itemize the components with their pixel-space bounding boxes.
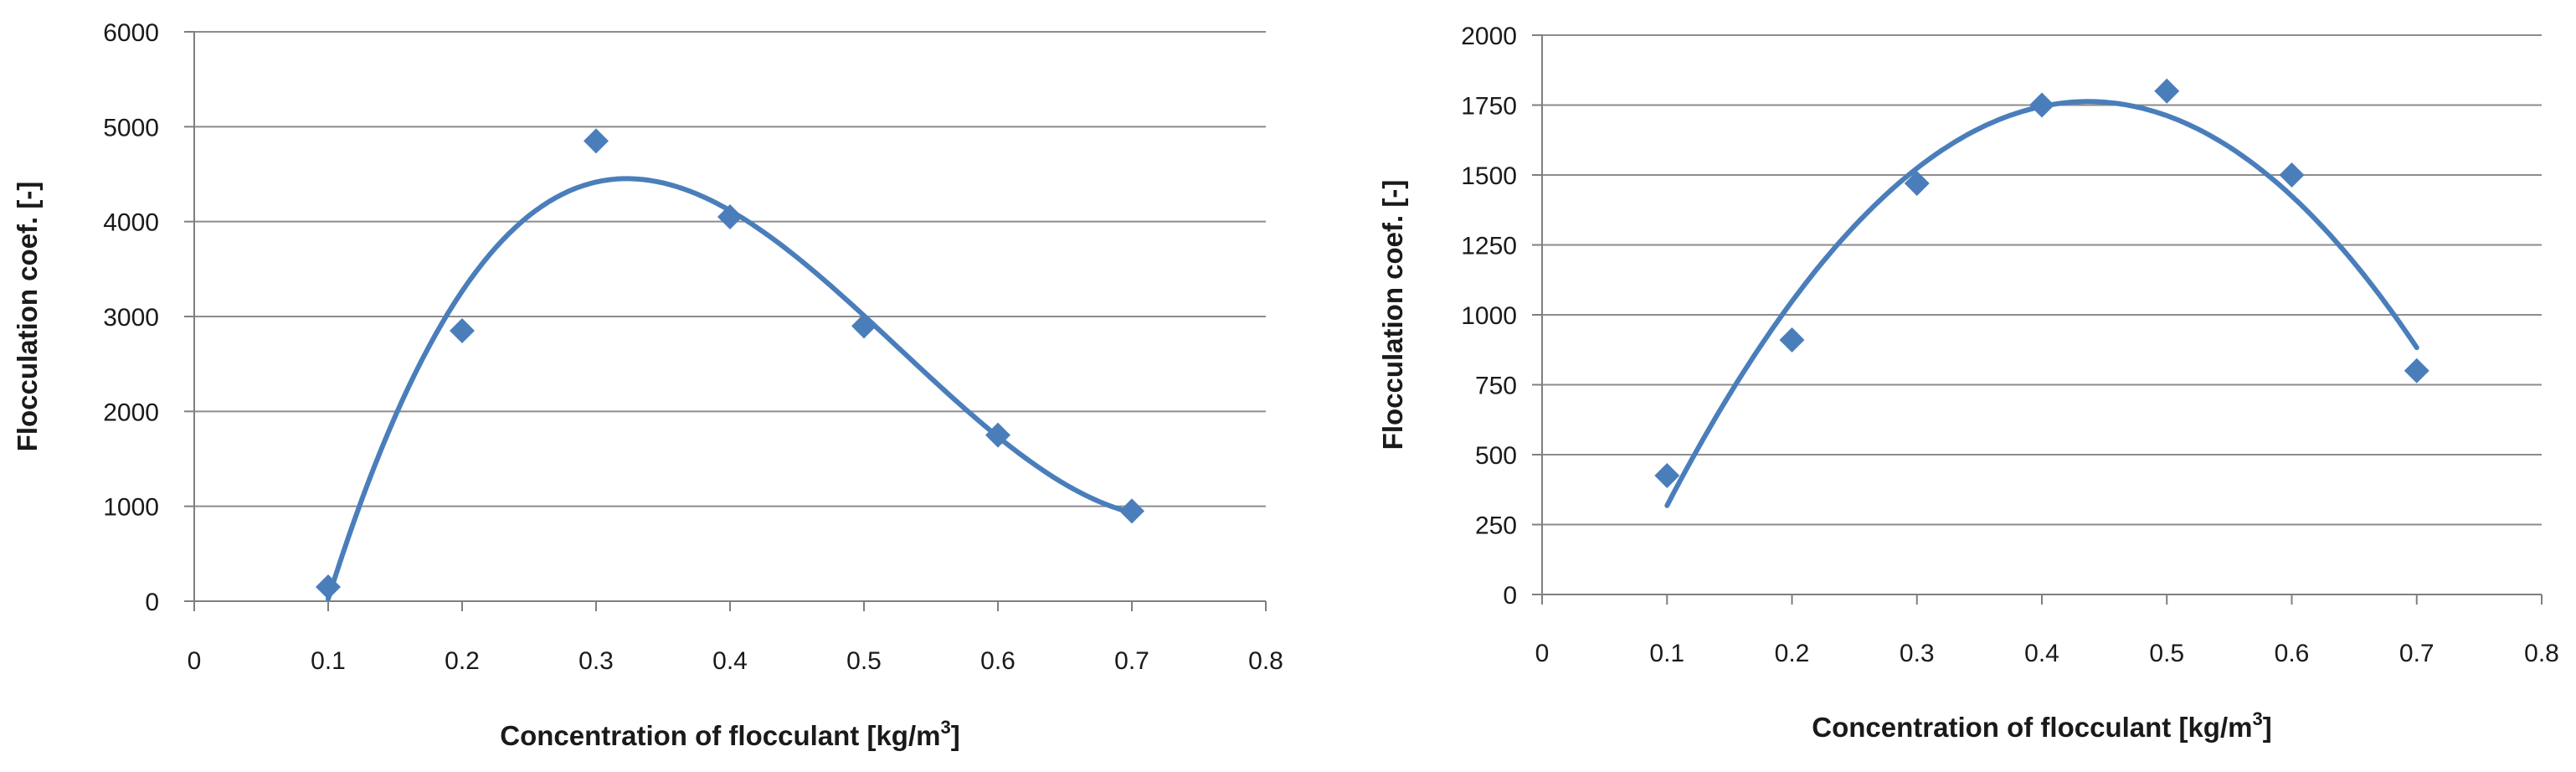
data-point [717,204,743,229]
y-axis-label: Flocculation coef. [-] [12,182,43,452]
chart-right: 0 250 500 750 1000 1250 1500 1750 2000 0 0.1 0.2 0.3… [1377,23,2559,743]
y-tick-label: 750 [1475,373,1517,400]
x-tick-label: 0.1 [1649,640,1684,667]
y-tick-label: 1250 [1461,233,1517,260]
data-point [584,128,609,154]
data-point [1904,171,1930,197]
data-point [316,574,341,600]
x-tick-label: 0.4 [712,647,748,675]
data-point [2029,92,2054,118]
y-tick-label: 6000 [103,19,159,47]
data-point [450,318,475,343]
x-tick-label: 0.7 [1114,647,1149,675]
y-tick-label: 4000 [103,209,159,237]
x-tick-label: 0.2 [445,647,480,675]
x-axis-label: Concentration of flocculant [kg/m3] [500,717,959,751]
x-axis-label: Concentration of flocculant [kg/m3] [1812,708,2271,743]
y-tick-label: 1500 [1461,162,1517,190]
x-tick-label: 0.2 [1775,640,1810,667]
y-tick-label: 500 [1475,442,1517,470]
trendline [326,176,1134,602]
x-tick-label: 0.6 [2275,640,2310,667]
y-tick-label: 1750 [1461,93,1517,121]
y-tick-label: 0 [145,589,159,616]
y-tick-label: 2000 [1461,23,1517,50]
x-tick-label: 0.3 [578,647,614,675]
trendline [1664,99,2419,508]
x-tick-label: 0.8 [1248,647,1283,675]
data-point [1779,327,1805,353]
x-tick-label: 0.3 [1900,640,1935,667]
x-tick-label: 0.5 [2149,640,2184,667]
data-point [1654,463,1680,489]
y-tick-label: 1000 [103,494,159,522]
y-tick-label: 5000 [103,114,159,142]
y-axis-label: Flocculation coef. [-] [1377,180,1408,450]
x-tick-label: 0.8 [2524,640,2559,667]
data-point [2279,162,2305,188]
data-point [2154,78,2180,104]
y-tick-label: 1000 [1461,302,1517,330]
x-tick-label: 0 [188,647,202,675]
chart-left: 0 1000 2000 3000 4000 5000 6000 0 0.1 0.2 0.3 0.4 0.… [12,19,1283,751]
x-tick-label: 0 [1535,640,1550,667]
data-point [851,313,877,339]
data-point [2404,358,2429,383]
y-tick-label: 2000 [103,399,159,426]
x-tick-label: 0.1 [311,647,346,675]
y-tick-label: 0 [1503,582,1517,610]
y-tick-label: 250 [1475,512,1517,540]
x-tick-label: 0.4 [2024,640,2059,667]
data-point [1119,498,1144,524]
x-tick-label: 0.5 [846,647,882,675]
x-tick-label: 0.6 [980,647,1015,675]
y-tick-label: 3000 [103,304,159,332]
x-tick-label: 0.7 [2399,640,2435,667]
data-point [985,422,1010,448]
